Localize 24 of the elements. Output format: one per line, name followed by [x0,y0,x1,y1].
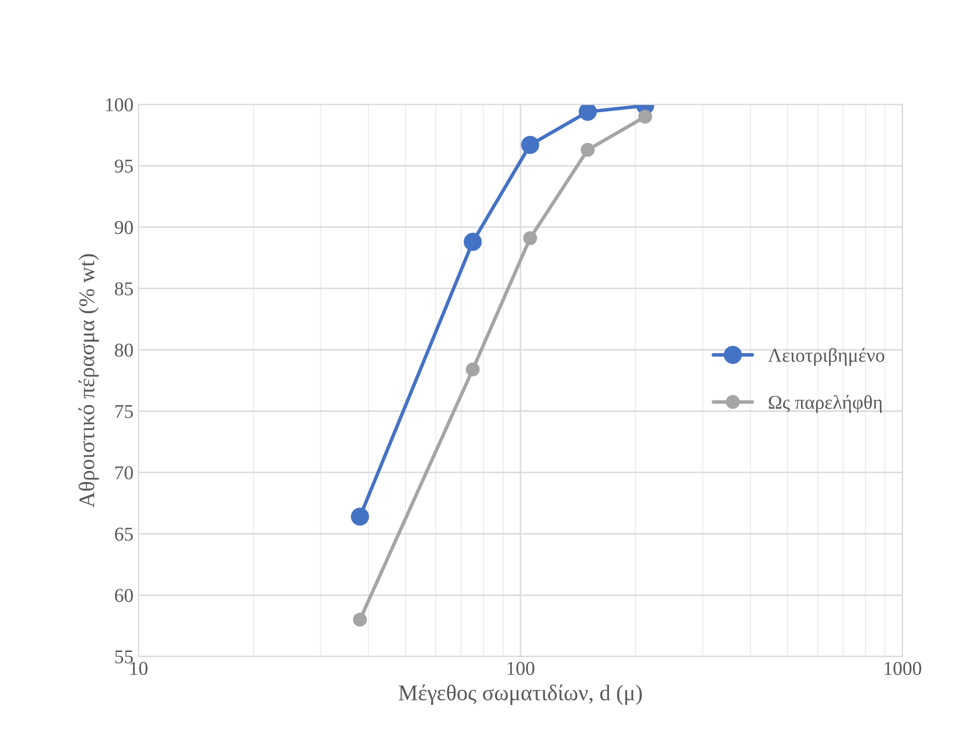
y-tick-label: 95 [114,160,133,173]
y-tick-label: 80 [114,344,133,357]
point [638,110,652,124]
y-tick-label: 75 [115,405,133,418]
y-tick-label: 100 [106,98,133,112]
x-tick-label: 10 [130,662,148,676]
y-axis-title: Αθροιστικό πέρασμα (% wt) [78,254,99,508]
y-tick-label: 90 [114,220,133,234]
y-tick-label: 55 [115,650,133,664]
legend-label: Ως παρελήφθη [768,395,882,413]
y-tick-label: 70 [115,466,133,480]
point [578,104,597,121]
point [466,362,480,376]
y-tick-label: 85 [114,282,133,296]
x-tick-label: 1000 [884,662,922,676]
y-tick-label: 60 [115,588,133,602]
x-axis-title: Μέγεθος σωματιδίων, d (μ) [398,684,642,705]
legend-label: Λειοτριβημένο [768,348,884,366]
point [521,136,540,154]
point [464,232,482,251]
x-tick-label: 100 [508,662,534,676]
point [523,231,538,246]
point [580,142,595,157]
y-tick-label: 65 [115,528,133,541]
